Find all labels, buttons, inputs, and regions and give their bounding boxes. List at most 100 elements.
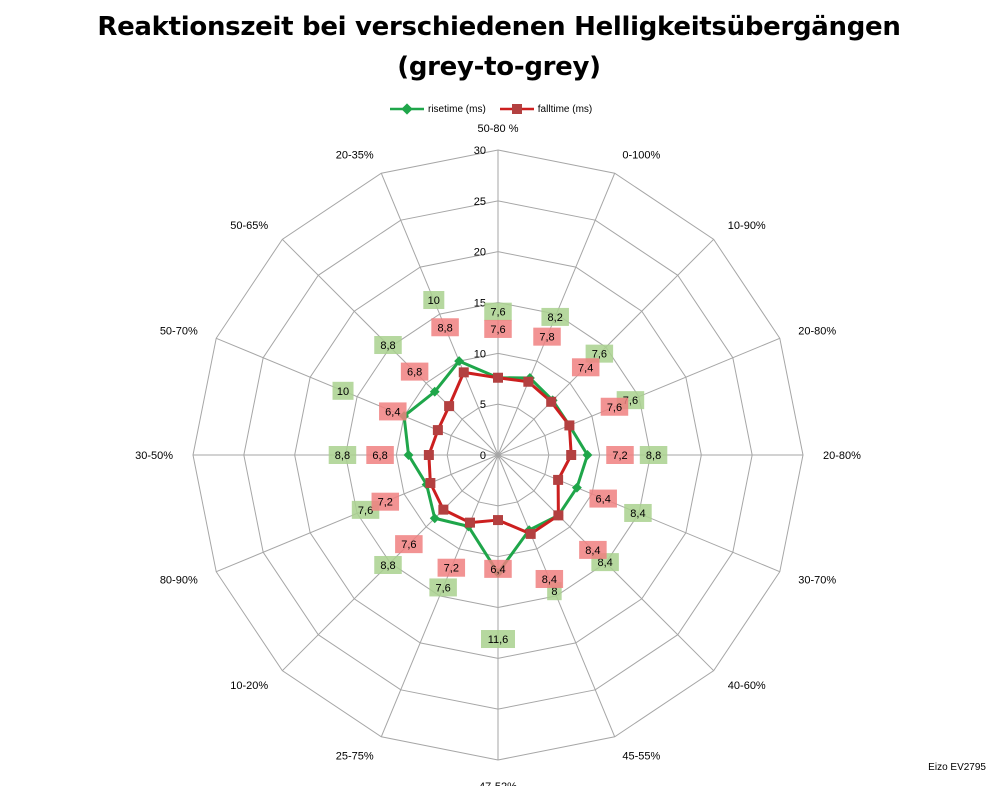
legend-label-risetime: risetime (ms) bbox=[428, 103, 486, 115]
category-labels: 50-80 % 0-100% 10-90% 20-80% 20-80% 30-70% 40-… bbox=[135, 123, 861, 786]
data-label-bg bbox=[328, 446, 357, 464]
data-label-bg bbox=[366, 446, 394, 464]
chart-subtitle: (grey-to-grey) bbox=[397, 52, 601, 82]
data-label-falltime: 6,8 bbox=[372, 450, 387, 462]
data-label-bg bbox=[379, 402, 407, 421]
data-point-falltime bbox=[566, 450, 577, 460]
category-label: 10-90% bbox=[728, 220, 766, 232]
spokes bbox=[193, 150, 803, 760]
data-point-risetime bbox=[429, 513, 440, 524]
data-label-bg bbox=[484, 559, 512, 578]
data-point-falltime bbox=[553, 510, 564, 521]
data-label-bg bbox=[624, 503, 652, 522]
radial-tick-label: 0 bbox=[480, 450, 486, 462]
data-label-bg bbox=[423, 291, 445, 310]
data-label-bg bbox=[533, 327, 561, 346]
data-label-risetime: 8,2 bbox=[548, 312, 563, 324]
category-label: 47-52% bbox=[479, 781, 517, 786]
category-label: 25-75% bbox=[336, 750, 374, 762]
category-label: 30-70% bbox=[798, 574, 836, 586]
data-label-falltime: 7,6 bbox=[490, 324, 505, 336]
category-label: 20-80% bbox=[823, 450, 861, 462]
category-label: 30-50% bbox=[135, 450, 173, 462]
legend-swatch-risetime-icon bbox=[390, 103, 424, 115]
category-label: 80-90% bbox=[160, 574, 198, 586]
data-point-falltime bbox=[493, 515, 503, 526]
data-label-risetime: 8,8 bbox=[335, 450, 350, 462]
data-label-bg bbox=[606, 446, 634, 464]
data-label-bg bbox=[571, 358, 600, 377]
data-label-falltime: 7,2 bbox=[612, 450, 627, 462]
spoke bbox=[380, 173, 499, 456]
data-label-falltime: 6,4 bbox=[385, 406, 400, 418]
category-label: 45-55% bbox=[622, 750, 660, 762]
data-label-bg bbox=[374, 336, 402, 355]
data-point-risetime bbox=[429, 386, 440, 397]
data-label-risetime: 8,8 bbox=[646, 450, 661, 462]
data-label-falltime: 7,8 bbox=[539, 332, 554, 344]
radial-tick-label: 25 bbox=[474, 196, 486, 208]
data-label-falltime: 6,8 bbox=[407, 367, 422, 379]
radial-tick-label: 5 bbox=[480, 399, 486, 411]
data-label-falltime: 7,4 bbox=[578, 362, 593, 374]
data-label-risetime: 7,6 bbox=[490, 307, 505, 319]
data-point-risetime bbox=[571, 482, 582, 493]
data-label-bg bbox=[429, 578, 457, 597]
data-point-falltime bbox=[546, 396, 557, 407]
data-label-falltime: 8,8 bbox=[437, 322, 452, 334]
data-label-bg bbox=[589, 489, 617, 508]
data-label-risetime: 10 bbox=[428, 295, 440, 307]
data-label-falltime: 6,4 bbox=[490, 564, 505, 576]
data-label-falltime: 7,6 bbox=[401, 539, 416, 551]
data-point-falltime bbox=[553, 474, 564, 485]
data-label-bg bbox=[639, 446, 668, 464]
data-label-risetime: 7,6 bbox=[358, 505, 373, 517]
data-point-falltime bbox=[458, 367, 469, 378]
legend: risetime (ms) falltime (ms) bbox=[390, 101, 606, 117]
data-point-falltime bbox=[444, 401, 455, 412]
data-point-falltime bbox=[425, 478, 436, 489]
footnote: Eizo EV2795 bbox=[928, 762, 986, 773]
chart-title: Reaktionszeit bei verschiedenen Helligke… bbox=[97, 12, 901, 42]
radial-tick-label: 10 bbox=[474, 348, 486, 360]
data-point-falltime bbox=[493, 372, 503, 383]
data-label-risetime: 8,8 bbox=[380, 560, 395, 572]
data-point-risetime bbox=[454, 356, 465, 367]
data-label-bg bbox=[535, 569, 564, 588]
legend-label-falltime: falltime (ms) bbox=[537, 103, 593, 115]
category-label: 50-80 % bbox=[478, 123, 519, 135]
data-label-falltime: 8,4 bbox=[542, 574, 557, 586]
data-label-bg bbox=[484, 319, 512, 338]
data-point-falltime bbox=[525, 528, 536, 539]
category-label: 40-60% bbox=[728, 680, 766, 692]
radial-tick-label: 30 bbox=[474, 145, 486, 157]
data-label-risetime: 7,6 bbox=[435, 582, 450, 594]
data-label-bg bbox=[374, 555, 402, 574]
data-point-falltime bbox=[464, 517, 475, 528]
data-point-falltime bbox=[423, 450, 434, 460]
data-label-risetime: 8 bbox=[551, 586, 557, 598]
data-label-bg bbox=[541, 307, 569, 326]
category-label: 20-35% bbox=[336, 150, 374, 162]
data-label-risetime: 8,4 bbox=[597, 557, 612, 569]
data-label-risetime: 10 bbox=[337, 386, 349, 398]
legend-swatch-falltime-icon bbox=[499, 104, 534, 114]
data-label-bg bbox=[332, 381, 354, 400]
data-point-falltime bbox=[438, 504, 449, 515]
category-label: 50-65% bbox=[230, 220, 268, 232]
data-label-bg bbox=[437, 558, 466, 577]
data-label-bg bbox=[371, 492, 400, 511]
data-point-risetime bbox=[403, 450, 414, 460]
data-label-bg bbox=[431, 318, 459, 337]
radial-tick-label: 20 bbox=[474, 247, 486, 259]
data-label-bg bbox=[600, 397, 629, 416]
data-point-falltime bbox=[564, 420, 575, 431]
radial-ticks: 0 5 10 15 20 25 30 bbox=[474, 145, 486, 462]
data-label-risetime: 8,4 bbox=[630, 508, 645, 520]
data-label-bg bbox=[579, 540, 607, 559]
category-label: 0-100% bbox=[622, 150, 660, 162]
data-labels: 7,6 8,27,67,68,88,48,4811,67,68,87,68,810… bbox=[328, 291, 668, 649]
legend-item-falltime: falltime (ms) bbox=[499, 103, 593, 115]
